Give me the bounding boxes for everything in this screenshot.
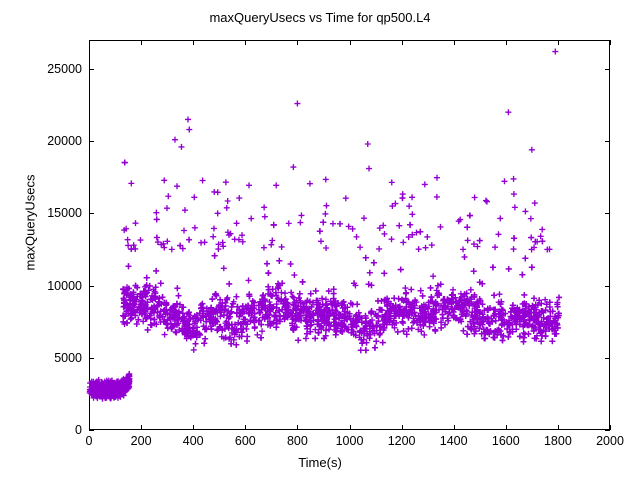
x-tick-mark [454, 40, 455, 45]
x-tick-label: 1400 [439, 434, 468, 448]
x-tick-label: 1200 [387, 434, 416, 448]
x-tick-label: 600 [234, 434, 256, 448]
x-tick-label: 0 [85, 434, 93, 448]
x-tick-mark [297, 425, 298, 430]
x-tick-label: 2000 [596, 434, 624, 448]
x-tick-mark [506, 425, 507, 430]
y-tick-mark [605, 213, 610, 214]
x-tick-mark [297, 40, 298, 45]
plot-frame [89, 40, 610, 430]
x-tick-mark [141, 40, 142, 45]
y-tick-mark [89, 213, 94, 214]
x-tick-label: 800 [286, 434, 308, 448]
y-tick-mark [605, 141, 610, 142]
x-tick-mark [506, 40, 507, 45]
y-tick-label: 25000 [47, 61, 82, 76]
y-tick-label: 0 [75, 423, 82, 437]
x-tick-mark [245, 425, 246, 430]
x-tick-mark [245, 40, 246, 45]
x-tick-mark [454, 425, 455, 430]
x-tick-mark [610, 425, 611, 430]
x-axis-label: Time(s) [298, 455, 342, 470]
y-tick-mark [605, 69, 610, 70]
y-tick-mark [89, 430, 94, 431]
x-tick-mark [141, 425, 142, 430]
x-tick-mark [402, 40, 403, 45]
x-tick-label: 1800 [543, 434, 572, 448]
x-tick-mark [558, 425, 559, 430]
x-tick-label: 400 [182, 434, 204, 448]
y-tick-mark [89, 69, 94, 70]
x-tick-label: 1600 [491, 434, 520, 448]
y-axis-label: maxQueryUsecs [22, 174, 38, 271]
y-tick-label: 15000 [47, 206, 82, 221]
y-tick-label: 5000 [54, 350, 82, 365]
x-tick-mark [193, 40, 194, 45]
y-tick-mark [605, 358, 610, 359]
x-tick-mark [610, 40, 611, 45]
x-tick-label: 1000 [335, 434, 364, 448]
y-tick-label: 10000 [47, 278, 82, 293]
x-tick-mark [89, 40, 90, 45]
x-tick-mark [558, 40, 559, 45]
x-tick-mark [193, 425, 194, 430]
y-tick-mark [605, 430, 610, 431]
x-tick-mark [402, 425, 403, 430]
x-tick-mark [89, 425, 90, 430]
x-tick-label: 200 [130, 434, 152, 448]
y-tick-mark [89, 141, 94, 142]
y-tick-mark [605, 286, 610, 287]
y-tick-label: 20000 [47, 134, 82, 149]
y-tick-mark [89, 286, 94, 287]
page-title: maxQueryUsecs vs Time for qp500.L4 [209, 10, 431, 25]
x-tick-mark [350, 40, 351, 45]
y-tick-mark [89, 358, 94, 359]
x-tick-mark [350, 425, 351, 430]
